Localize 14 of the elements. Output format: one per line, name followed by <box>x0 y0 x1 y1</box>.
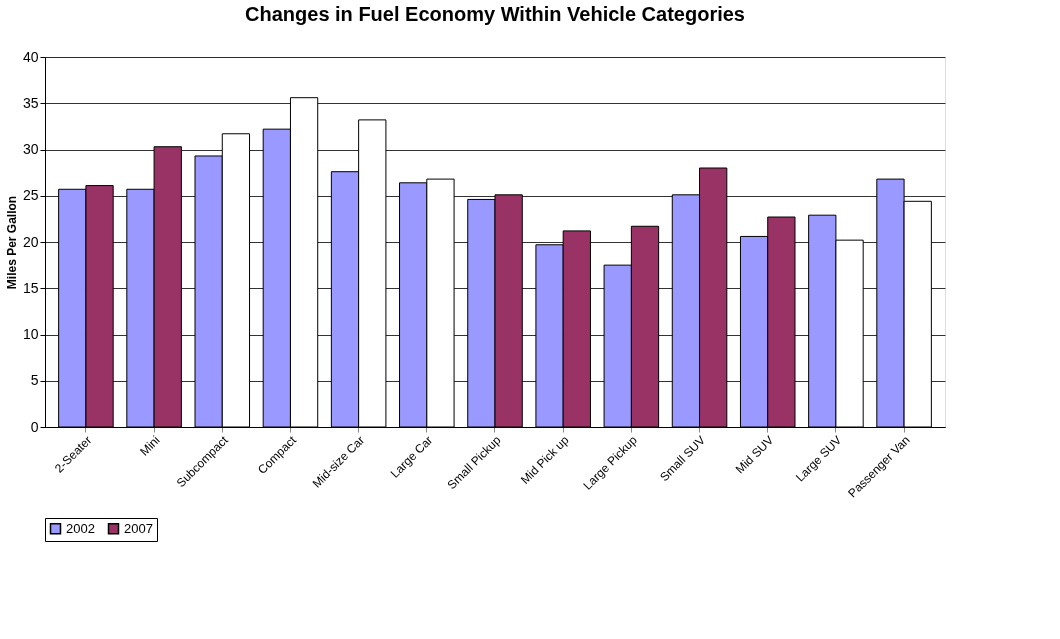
y-tick-label: 5 <box>30 372 39 389</box>
chart-title: Changes in Fuel Economy Within Vehicle Categories <box>245 3 745 25</box>
y-tick-label: 40 <box>22 48 39 65</box>
legend-label: 2007 <box>124 520 153 536</box>
y-tick-label: 30 <box>22 141 39 157</box>
y-tick-label: 25 <box>22 187 39 204</box>
y-axis-title: Miles Per Gallon <box>4 195 19 290</box>
legend-label: 2002 <box>66 520 95 536</box>
y-tick-label: 0 <box>30 418 39 435</box>
y-tick-label: 15 <box>22 279 39 296</box>
y-tick-label: 10 <box>22 326 39 342</box>
y-tick-label: 35 <box>22 94 39 111</box>
x-tick-label: Mid Pick up <box>517 432 572 487</box>
y-tick-label: 20 <box>22 233 39 250</box>
